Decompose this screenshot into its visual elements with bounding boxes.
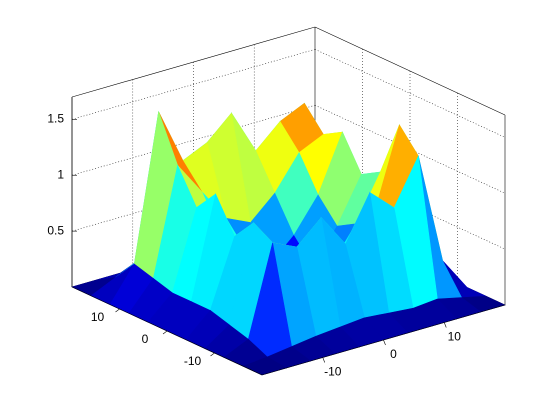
grid-line	[314, 160, 506, 250]
x-tick	[322, 357, 326, 363]
z-tick-label: 1	[57, 167, 64, 181]
y-tick-label: 10	[91, 310, 105, 324]
grid-line	[314, 104, 506, 194]
z-tick-label: 0.5	[47, 223, 64, 237]
grid-line	[314, 49, 506, 138]
x-tick	[443, 322, 447, 328]
x-tick-label: 10	[448, 330, 462, 344]
y-tick-label: -10	[184, 354, 202, 368]
x-tick-label: -10	[324, 365, 342, 379]
grid-line	[71, 49, 316, 120]
x-tick	[383, 339, 386, 346]
y-tick	[162, 330, 168, 335]
y-tick	[115, 308, 120, 313]
y-tick-label: 0	[142, 332, 149, 346]
z-tick-label: 1.5	[47, 112, 64, 126]
x-tick-label: 0	[390, 347, 397, 361]
y-tick	[210, 352, 215, 357]
